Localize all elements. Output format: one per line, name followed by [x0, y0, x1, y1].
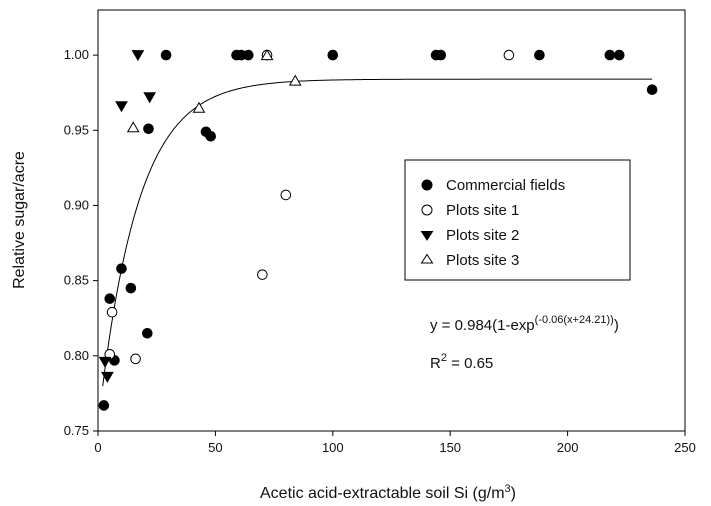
fit-equation-main: y = 0.984(1-exp	[430, 317, 535, 334]
fit-curve	[102, 78, 653, 387]
legend-label: Plots site 1	[446, 202, 519, 219]
plots-site-2-point	[101, 371, 114, 383]
legend-item-plots-site-1: Plots site 1	[421, 202, 519, 219]
filled-circle-icon	[421, 179, 433, 191]
plots-site-1-point	[503, 49, 515, 61]
data-points	[98, 49, 658, 411]
commercial-field-point	[143, 123, 154, 135]
x-tick-label: 150	[439, 440, 461, 455]
x-tick-label: 250	[674, 440, 696, 455]
plots-site-2-point	[143, 92, 157, 104]
plot-area	[97, 9, 686, 432]
commercial-field-point	[116, 263, 127, 274]
fit-equation-exponent: (-0.06(x+24.21))	[535, 314, 614, 326]
y-tick-label: 0.85	[64, 273, 89, 288]
r-squared-sup: 2	[441, 352, 447, 364]
r-squared: R2 = 0.65	[430, 352, 493, 372]
fit-equation-close: )	[614, 317, 619, 334]
commercial-field-point	[160, 49, 172, 61]
x-axis-title-sup: 3	[505, 483, 511, 495]
plots-site-3-point	[126, 121, 140, 133]
open-circle-icon	[421, 204, 433, 216]
commercial-field-point	[205, 131, 217, 142]
legend-item-plots-site-2: Plots site 2	[420, 227, 519, 244]
open-triangle-up-icon	[420, 253, 434, 264]
y-tick-label: 1.00	[64, 47, 89, 62]
legend: Commercial fields Plots site 1 Plots sit…	[404, 159, 631, 281]
x-axis-title: Acetic acid-extractable soil Si (g/m3)	[260, 483, 516, 502]
y-tick-label: 0.75	[64, 423, 89, 438]
x-axis-title-main: Acetic acid-extractable soil Si (g/m	[260, 485, 505, 502]
y-tick-label: 0.95	[64, 122, 89, 137]
r-squared-value: = 0.65	[447, 355, 493, 372]
commercial-field-point	[327, 49, 339, 61]
commercial-field-point	[98, 400, 110, 411]
plots-site-2-point	[115, 101, 128, 113]
plot-frame	[97, 9, 686, 432]
r-squared-prefix: R	[430, 355, 441, 372]
legend-label: Plots site 3	[446, 252, 519, 269]
x-axis-title-end: )	[511, 485, 516, 502]
commercial-field-point	[613, 49, 625, 61]
commercial-field-point	[142, 327, 153, 339]
plots-site-1-point	[106, 306, 118, 318]
legend-label: Commercial fields	[446, 177, 565, 194]
plots-site-1-point	[280, 189, 292, 201]
legend-label: Plots site 2	[446, 227, 519, 244]
fit-layer	[102, 78, 653, 387]
commercial-field-point	[534, 49, 545, 61]
commercial-field-point	[646, 84, 658, 95]
axis-ticks: 0 50 100 150 200 250 0.75 0.80 0.85 0.90 0.95 1.00	[64, 47, 696, 455]
x-tick-label: 200	[557, 440, 579, 455]
y-axis-title: Relative sugar/acre	[11, 151, 28, 289]
legend-item-plots-site-3: Plots site 3	[420, 252, 519, 269]
plots-site-3-point	[260, 49, 274, 61]
plots-site-3-point	[288, 74, 302, 86]
plots-site-1-point	[257, 269, 268, 280]
commercial-field-point	[125, 282, 137, 294]
legend-box	[404, 159, 631, 281]
commercial-field-point	[435, 49, 447, 61]
filled-triangle-down-icon	[420, 231, 434, 241]
commercial-field-point	[242, 49, 254, 61]
plots-site-3-point	[192, 101, 206, 113]
commercial-field-point	[104, 293, 116, 304]
commercial-field-point	[604, 49, 616, 61]
y-tick-label: 0.90	[64, 197, 89, 212]
x-tick-label: 0	[94, 440, 101, 455]
legend-item-commercial-fields: Commercial fields	[421, 177, 565, 194]
y-tick-label: 0.80	[64, 348, 89, 363]
x-tick-label: 50	[208, 440, 222, 455]
fit-equation: y = 0.984(1-exp(-0.06(x+24.21)))	[430, 314, 619, 334]
plots-site-1-point	[130, 353, 141, 365]
x-tick-label: 100	[322, 440, 344, 455]
plots-site-2-point	[98, 356, 112, 368]
plots-site-2-point	[131, 50, 145, 62]
